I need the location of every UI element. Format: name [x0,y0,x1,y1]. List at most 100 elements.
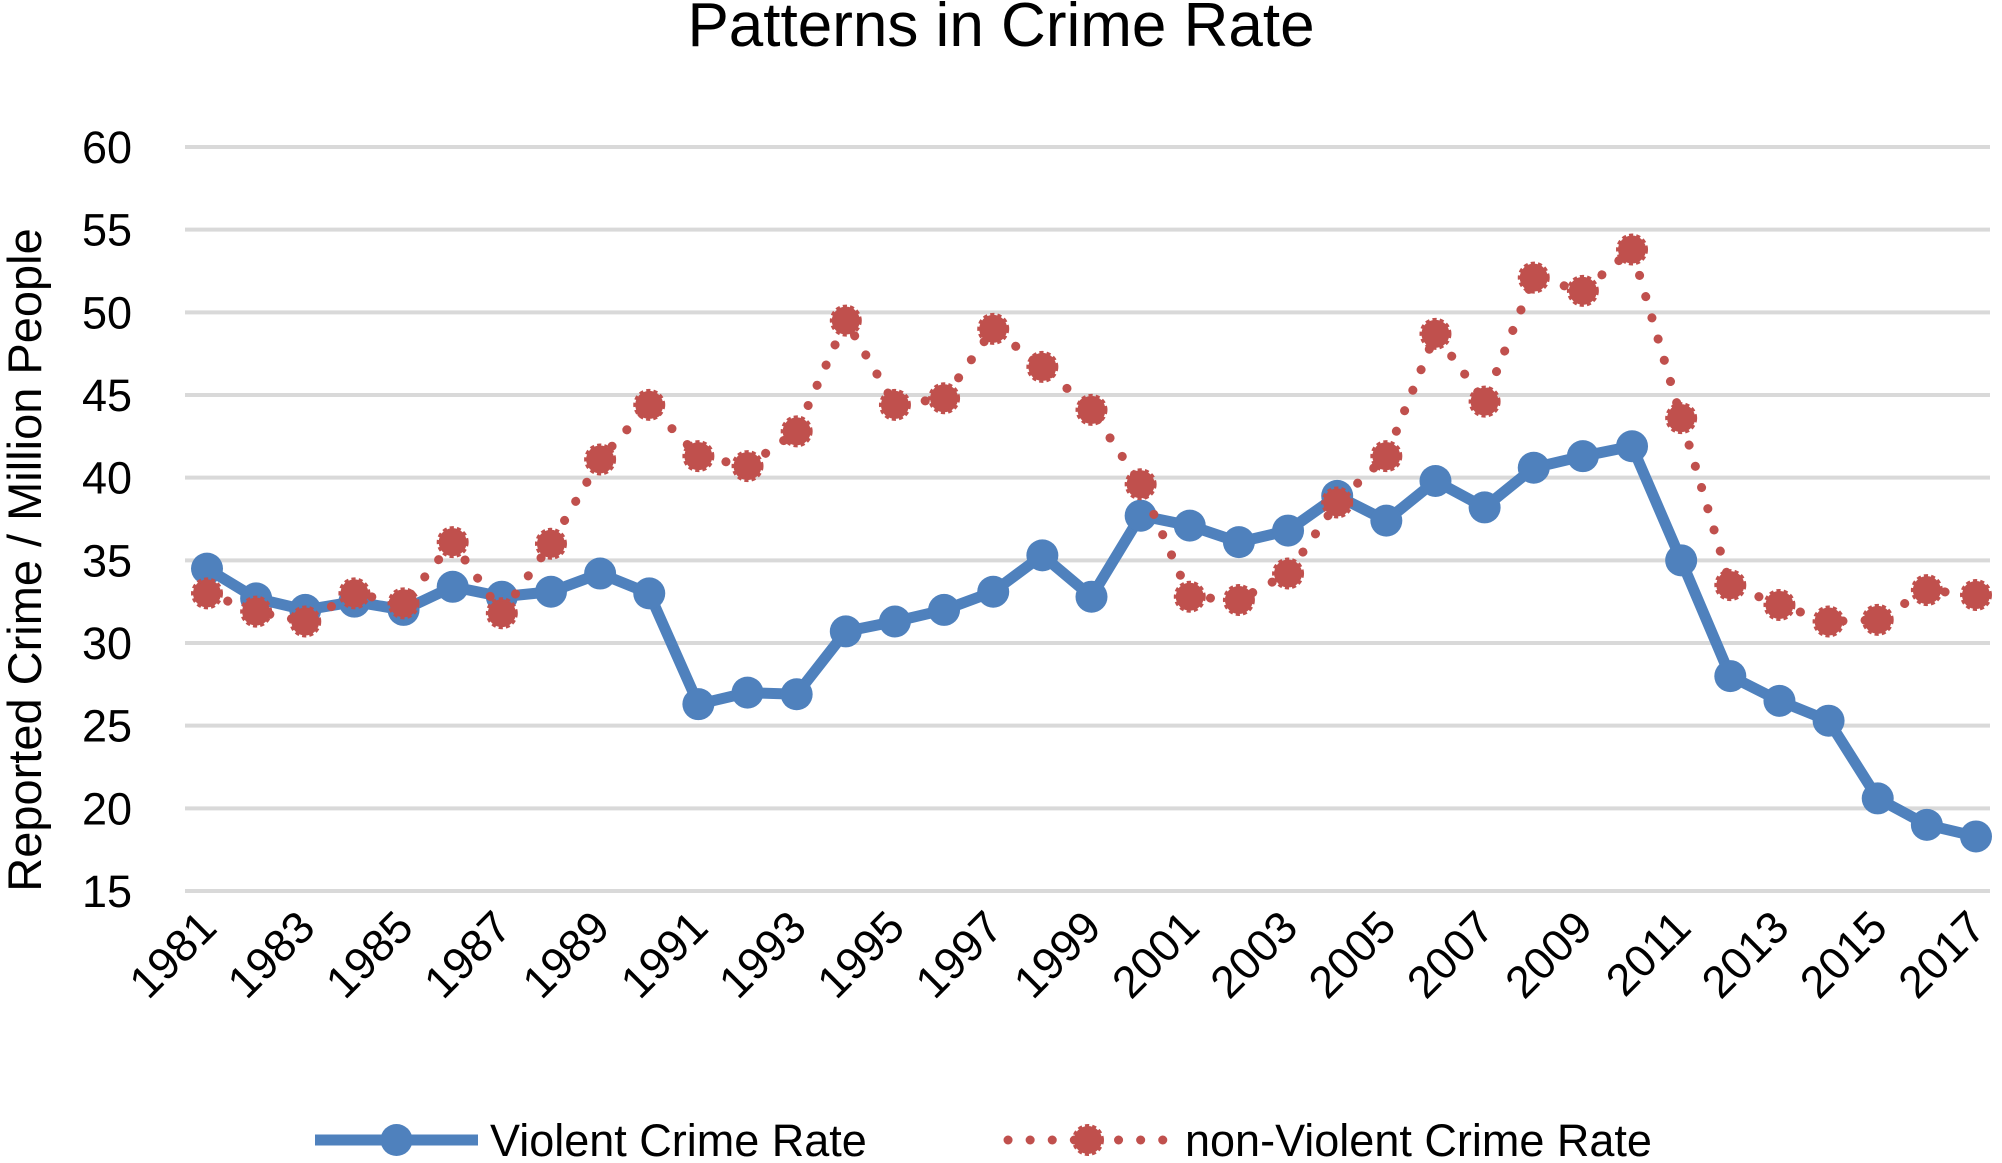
data-point [829,615,862,648]
data-point [1861,603,1894,636]
chart-title: Patterns in Crime Rate [687,0,1314,60]
data-point [1272,514,1305,547]
data-point [191,577,223,610]
data-point [1910,808,1943,841]
data-point [485,597,518,630]
y-tick-label: 25 [82,701,132,752]
data-point [977,575,1010,608]
data-point [1124,499,1157,532]
data-point [1468,385,1501,418]
x-tick-label: 2001 [1102,901,1209,1008]
x-tick-label: 1991 [611,901,718,1008]
data-point [1075,393,1108,426]
data-point [436,526,469,559]
x-tick-label: 1993 [709,901,816,1008]
data-point [338,577,371,610]
data-point [534,575,567,608]
x-tick-label: 2007 [1397,901,1504,1008]
data-point [1517,451,1550,484]
legend-swatch-marker [380,1124,413,1156]
data-point [633,577,666,610]
data-point [977,312,1010,345]
x-tick-label: 2005 [1299,901,1406,1008]
x-tick-label: 1999 [1004,901,1111,1008]
data-point [584,557,617,590]
data-point [1616,233,1649,266]
y-axis-label: Reported Crime / Million People [0,228,51,892]
series-line [202,241,1981,627]
x-axis-ticks: 1981198319851987198919911993199519971999… [119,901,1995,1008]
y-tick-label: 55 [82,205,132,256]
x-tick-label: 1981 [119,901,226,1008]
data-point [1468,491,1501,524]
data-point [1222,584,1255,617]
legend-swatch-marker [1072,1124,1104,1156]
data-point [1960,820,1992,853]
y-tick-label: 40 [82,453,132,504]
data-point [436,570,469,603]
data-point [1812,704,1845,737]
data-point [1370,440,1403,473]
data-point [1075,580,1108,613]
series-non-violent-crime-rate [191,233,1992,638]
gridlines [185,145,1990,893]
data-point [1960,579,1992,612]
y-tick-label: 45 [82,370,132,421]
data-point [1321,486,1354,519]
y-tick-label: 60 [82,122,132,173]
x-tick-label: 2015 [1790,901,1897,1008]
data-point [928,593,961,626]
data-point [534,527,567,560]
y-tick-label: 15 [82,866,132,917]
data-point [780,415,813,448]
y-tick-label: 35 [82,535,132,586]
x-tick-label: 1985 [316,901,423,1008]
data-point [829,304,862,337]
data-point [1566,274,1599,307]
data-point [191,552,223,585]
data-point [878,605,911,638]
data-point [1714,569,1747,602]
data-point [240,595,273,628]
data-point [1124,468,1157,501]
x-tick-label: 2011 [1596,901,1700,1005]
x-tick-label: 2013 [1692,901,1799,1008]
x-tick-label: 1983 [217,901,324,1008]
data-point [1173,580,1206,613]
data-point [1665,402,1698,435]
data-point [1763,588,1796,621]
x-tick-label: 1995 [807,901,914,1008]
data-point [1910,574,1943,607]
data-point [1026,539,1059,572]
x-tick-label: 1989 [512,901,619,1008]
x-tick-label: 2017 [1888,901,1995,1008]
data-point [1763,684,1796,717]
data-point [1222,526,1255,559]
legend-label: non-Violent Crime Rate [1185,1115,1652,1158]
data-point [633,388,666,421]
y-tick-label: 20 [82,783,132,834]
data-point [731,450,764,483]
legend-item-violent-crime-rate: Violent Crime Rate [315,1115,867,1163]
x-tick-label: 2003 [1200,901,1307,1008]
data-point [1812,605,1845,638]
legend-item-non-violent-crime-rate: non-Violent Crime Rate [1003,1115,1652,1163]
data-point [1419,317,1452,350]
data-point [1616,430,1649,463]
data-point [731,676,764,709]
data-point [1517,261,1550,294]
data-point [1566,440,1599,473]
data-point [1861,782,1894,815]
data-point [1173,509,1206,542]
legend-label: Violent Crime Rate [490,1115,867,1158]
data-point [682,688,715,721]
data-point [1026,350,1059,383]
data-point [780,678,813,711]
data-point [1272,557,1305,590]
data-point [584,443,617,476]
data-point [1714,660,1747,693]
data-point [928,382,961,415]
y-axis-ticks: 15 20 25 30 35 40 45 50 55 60 [82,122,132,917]
